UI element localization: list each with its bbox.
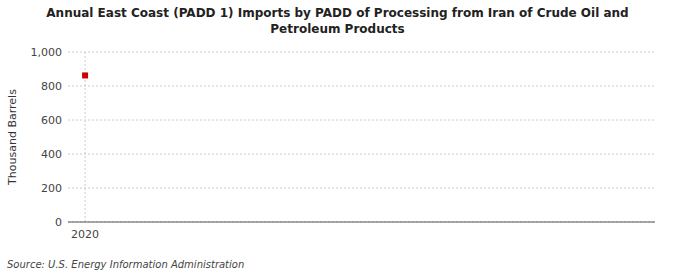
y-tick-label: 400 xyxy=(41,148,62,161)
source-note: Source: U.S. Energy Information Administ… xyxy=(7,259,244,270)
x-tick-label: 2020 xyxy=(71,228,99,241)
title-line: Annual East Coast (PADD 1) Imports by PA… xyxy=(46,6,628,20)
y-tick-label: 600 xyxy=(41,114,62,127)
background xyxy=(0,0,675,275)
y-grid-line xyxy=(68,120,655,121)
y-grid-line xyxy=(68,188,655,189)
x-axis-line xyxy=(68,222,655,223)
y-tick-label: 800 xyxy=(41,80,62,93)
y-grid-line xyxy=(68,154,655,155)
y-tick-label: 1,000 xyxy=(31,46,63,59)
point xyxy=(82,72,88,78)
y-grid-line xyxy=(68,86,655,87)
chart-container: Annual East Coast (PADD 1) Imports by PA… xyxy=(0,0,675,275)
title: Annual East Coast (PADD 1) Imports by PA… xyxy=(46,6,628,36)
title-line: Petroleum Products xyxy=(270,22,404,36)
chart-svg: Annual East Coast (PADD 1) Imports by PA… xyxy=(0,0,675,275)
y-grid-line xyxy=(68,52,655,53)
points xyxy=(82,72,88,78)
grid xyxy=(68,52,655,222)
y-tick-label: 0 xyxy=(55,216,62,229)
y-axis-label: Thousand Barrels xyxy=(6,89,19,186)
y-tick-label: 200 xyxy=(41,182,62,195)
y-grid-line xyxy=(68,222,655,223)
